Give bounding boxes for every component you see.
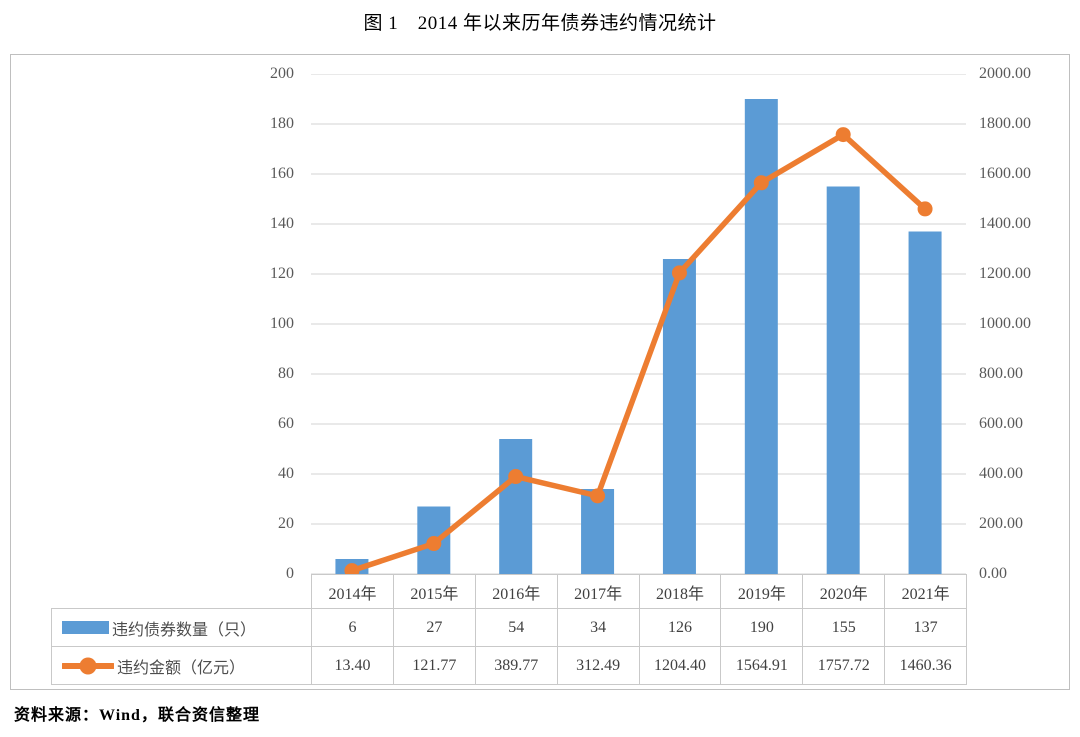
legend-bar-swatch-icon <box>62 621 109 634</box>
table-value-cell: 121.77 <box>392 646 476 685</box>
legend-inner: 违约金额（亿元） <box>53 654 311 678</box>
y-left-tick-label: 140 <box>270 215 294 232</box>
legend-label: 违约金额（亿元） <box>117 659 246 677</box>
table-value-cell: 312.49 <box>556 646 640 685</box>
table-value-cell: 13.40 <box>311 646 394 685</box>
y-right-tick-label: 400.00 <box>979 465 1023 482</box>
line-marker-2015年 <box>426 536 442 552</box>
table-value-cell: 137 <box>884 608 968 647</box>
y-left-tick-label: 160 <box>270 165 294 182</box>
x-category-cell: 2016年 <box>474 574 558 609</box>
line-marker-2014年 <box>344 563 360 574</box>
y-right-tick-label: 1400.00 <box>979 215 1031 232</box>
line-marker-2017年 <box>590 488 606 504</box>
bar-2020年 <box>826 186 860 574</box>
x-category-cell: 2020年 <box>802 574 886 609</box>
y-left-tick-label: 40 <box>278 465 294 482</box>
y-left-tick-label: 80 <box>278 365 294 382</box>
x-category-cell: 2021年 <box>884 574 968 609</box>
y-right-tick-label: 2000.00 <box>979 65 1031 82</box>
table-value-cell: 34 <box>556 608 640 647</box>
y-right-tick-label: 1200.00 <box>979 265 1031 282</box>
table-value-cell: 389.77 <box>474 646 558 685</box>
y-right-tick-label: 1600.00 <box>979 165 1031 182</box>
table-value-cell: 190 <box>720 608 804 647</box>
line-marker-2021年 <box>917 201 933 217</box>
legend-inner: 违约债券数量（只） <box>53 616 311 640</box>
source-note: 资料来源：Wind，联合资信整理 <box>14 707 260 724</box>
y-right-tick-label: 600.00 <box>979 415 1023 432</box>
line-marker-2018年 <box>671 265 687 281</box>
bar-2016年 <box>499 439 533 574</box>
bar-2019年 <box>744 99 778 574</box>
y-left-tick-label: 200 <box>270 65 294 82</box>
y-right-tick-label: 0.00 <box>979 565 1007 582</box>
x-category-cell: 2019年 <box>720 574 804 609</box>
y-left-tick-label: 100 <box>270 315 294 332</box>
table-value-cell: 54 <box>474 608 558 647</box>
line-marker-2019年 <box>753 175 769 191</box>
y-right-tick-label: 200.00 <box>979 515 1023 532</box>
bar-2021年 <box>908 231 942 574</box>
legend-cell-0: 违约债券数量（只） <box>51 608 312 647</box>
chart-title: 图 1 2014 年以来历年债券违约情况统计 <box>363 13 717 34</box>
chart-plot-area <box>311 74 966 574</box>
y-left-tick-label: 0 <box>286 565 294 582</box>
line-marker-2016年 <box>508 469 524 485</box>
legend-line-swatch-icon <box>62 657 114 674</box>
bar-2018年 <box>662 259 696 574</box>
table-value-cell: 1204.40 <box>638 646 722 685</box>
x-category-cell: 2014年 <box>311 574 394 609</box>
series-row-0: 违约债券数量（只） 6 27 54 34 126 190 155 137 <box>51 608 968 647</box>
x-category-row: 2014年 2015年 2016年 2017年 2018年 2019年 2020年 2021年 <box>52 574 968 609</box>
y-left-tick-label: 180 <box>270 115 294 132</box>
table-value-cell: 155 <box>802 608 886 647</box>
y-right-tick-label: 1800.00 <box>979 115 1031 132</box>
table-spacer-cell <box>52 575 312 609</box>
table-value-cell: 1757.72 <box>802 646 886 685</box>
table-value-cell: 27 <box>392 608 476 647</box>
chart-frame: 0 20 40 60 80 100 120 140 160 180 200 0.00 200.00 40… <box>10 54 1070 690</box>
legend-label: 违约债券数量（只） <box>112 621 257 639</box>
y-right-tick-label: 1000.00 <box>979 315 1031 332</box>
y-left-tick-label: 120 <box>270 265 294 282</box>
line-marker-2020年 <box>835 127 851 143</box>
table-value-cell: 126 <box>638 608 722 647</box>
y-left-tick-label: 60 <box>278 415 294 432</box>
y-right-tick-label: 800.00 <box>979 365 1023 382</box>
table-value-cell: 6 <box>311 608 394 647</box>
table-value-cell: 1564.91 <box>720 646 804 685</box>
x-category-cell: 2018年 <box>638 574 722 609</box>
y-left-tick-label: 20 <box>278 515 294 532</box>
table-value-cell: 1460.36 <box>884 646 968 685</box>
x-category-cell: 2015年 <box>392 574 476 609</box>
x-category-cell: 2017年 <box>556 574 640 609</box>
data-table: 2014年 2015年 2016年 2017年 2018年 2019年 2020年 2021年… <box>51 574 968 685</box>
default-amount-line <box>349 131 928 574</box>
series-row-1: 违约金额（亿元） 13.40 121.77 389.77 312.49 1204.40 15… <box>51 646 968 685</box>
legend-cell-1: 违约金额（亿元） <box>51 646 312 685</box>
